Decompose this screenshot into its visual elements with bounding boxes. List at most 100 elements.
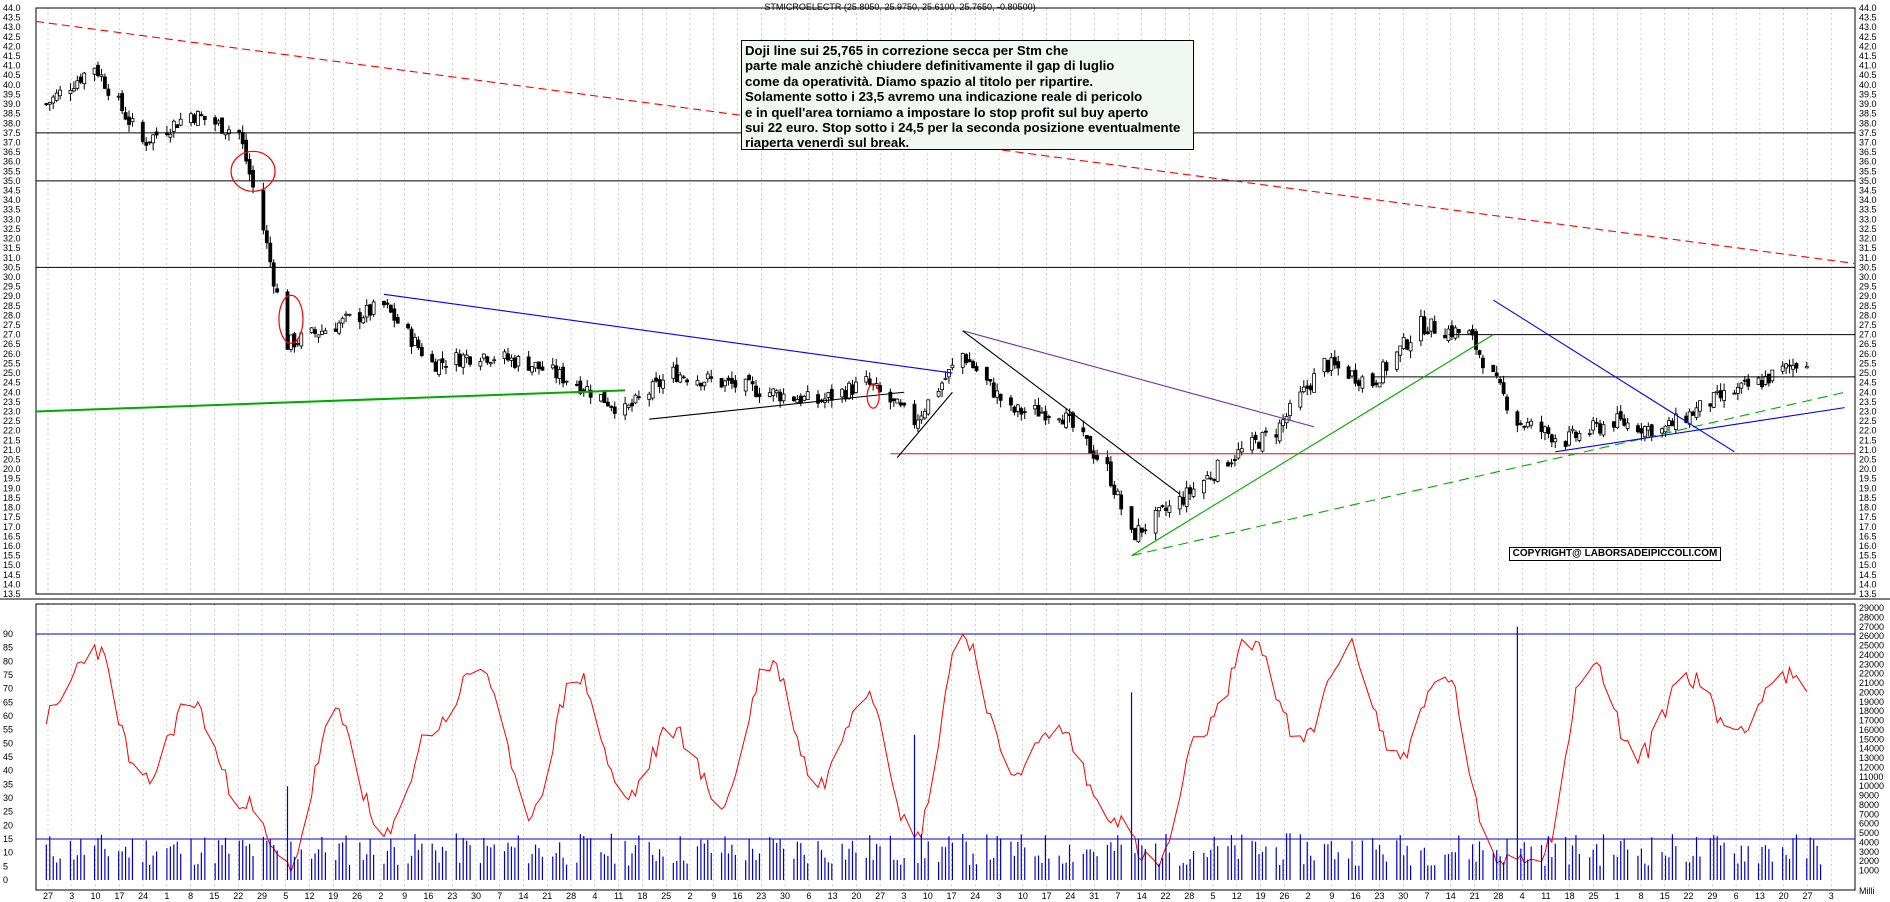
price-tick-left: 16.5 <box>3 531 21 541</box>
price-tick-left: 18.5 <box>3 493 21 503</box>
candle-body <box>1071 412 1075 428</box>
candle-body <box>1432 321 1437 334</box>
price-tick-right: 40.0 <box>1859 80 1877 90</box>
price-tick-right: 17.5 <box>1859 512 1877 522</box>
candle-body <box>1522 425 1527 428</box>
price-tick-left: 39.0 <box>3 99 21 109</box>
candle-body <box>1467 330 1472 334</box>
candle-body <box>1715 390 1720 393</box>
candle-body <box>964 354 969 364</box>
oscillator-tick: 0 <box>3 875 8 885</box>
price-tick-right: 33.5 <box>1859 205 1877 215</box>
candle-body <box>695 380 700 386</box>
candle-body <box>1787 364 1792 367</box>
candle-body <box>940 382 944 391</box>
x-tick-label: 26 <box>352 891 362 901</box>
candle-body <box>1232 459 1237 461</box>
candle-body <box>1263 430 1268 433</box>
x-tick-label: 5 <box>1211 891 1216 901</box>
candle-body <box>1784 363 1788 369</box>
price-tick-right: 21.5 <box>1859 435 1877 445</box>
x-tick-label: 10 <box>91 891 101 901</box>
candle-body <box>878 385 882 392</box>
x-tick-label: 21 <box>1470 891 1480 901</box>
price-tick-right: 19.0 <box>1859 483 1877 493</box>
x-tick-label: 8 <box>188 891 193 901</box>
candle-body <box>333 328 338 332</box>
candle-body <box>1732 392 1737 395</box>
candle-body <box>1601 424 1606 436</box>
candle-body <box>1009 397 1013 406</box>
x-tick-label: 4 <box>1520 891 1525 901</box>
candle-body <box>1622 418 1627 426</box>
candle-body <box>574 383 579 386</box>
price-tick-left: 18.0 <box>3 503 21 513</box>
candle-body <box>599 393 603 402</box>
x-tick-label: 18 <box>637 891 647 901</box>
price-tick-left: 37.0 <box>3 137 21 147</box>
candle-body <box>1735 387 1740 394</box>
candle-body <box>733 380 738 388</box>
oscillator-tick: 30 <box>3 793 13 803</box>
candle-body <box>678 374 683 383</box>
candle-body <box>798 395 803 404</box>
candle-body <box>506 353 510 361</box>
price-tick-left: 20.5 <box>3 455 21 465</box>
candle-body <box>468 356 472 365</box>
candle-body <box>1804 366 1809 369</box>
volume-tick: 25000 <box>1859 641 1884 651</box>
candle-body <box>220 117 224 134</box>
candle-body <box>1015 404 1020 412</box>
x-tick-label: 18 <box>1565 891 1575 901</box>
candle-body <box>1088 436 1093 454</box>
candle-body <box>1498 379 1503 384</box>
candle-body <box>612 406 617 414</box>
price-tick-right: 24.5 <box>1859 378 1877 388</box>
candle-body <box>533 361 538 369</box>
price-tick-right: 42.5 <box>1859 32 1877 42</box>
price-tick-right: 26.0 <box>1859 349 1877 359</box>
oscillator-tick: 70 <box>3 684 13 694</box>
x-tick-label: 20 <box>851 891 861 901</box>
x-tick-label: 28 <box>1184 891 1194 901</box>
candle-body <box>1105 457 1110 465</box>
candle-body <box>481 353 486 359</box>
candle-body <box>654 377 659 382</box>
price-tick-left: 28.0 <box>3 310 21 320</box>
price-tick-left: 36.0 <box>3 157 21 167</box>
price-tick-right: 21.0 <box>1859 445 1877 455</box>
candle-body <box>771 388 776 396</box>
price-tick-left: 41.0 <box>3 61 21 71</box>
x-tick-label: 22 <box>1684 891 1694 901</box>
x-tick-label: 17 <box>114 891 124 901</box>
candle-body <box>661 379 665 389</box>
candle-body <box>605 401 610 407</box>
note-line: Solamente sotto i 23,5 avremo una indica… <box>745 89 1143 105</box>
candle-body <box>774 390 779 394</box>
candle-body <box>344 313 348 316</box>
candle-body <box>1456 329 1461 334</box>
candle-body <box>364 304 369 318</box>
candle-body <box>1329 357 1334 371</box>
candle-body <box>1419 316 1423 342</box>
candle-body <box>47 101 52 105</box>
price-tick-left: 23.5 <box>3 397 21 407</box>
candle-body <box>1374 382 1379 385</box>
candle-body <box>840 388 845 398</box>
candle-body <box>1112 484 1117 495</box>
candle-body <box>264 230 269 244</box>
x-tick-label: 26 <box>1279 891 1289 901</box>
x-tick-label: 16 <box>733 891 743 901</box>
candle-body <box>1040 411 1044 414</box>
price-tick-right: 34.5 <box>1859 186 1877 196</box>
candle-body <box>78 76 83 83</box>
candle-body <box>671 366 676 379</box>
volume-tick: 22000 <box>1859 669 1884 679</box>
candle-body <box>103 76 107 89</box>
price-tick-left: 38.0 <box>3 118 21 128</box>
price-tick-left: 17.5 <box>3 512 21 522</box>
candle-body <box>898 402 903 406</box>
candle-body <box>99 74 104 77</box>
candle-body <box>440 358 445 363</box>
candle-body <box>650 381 655 399</box>
